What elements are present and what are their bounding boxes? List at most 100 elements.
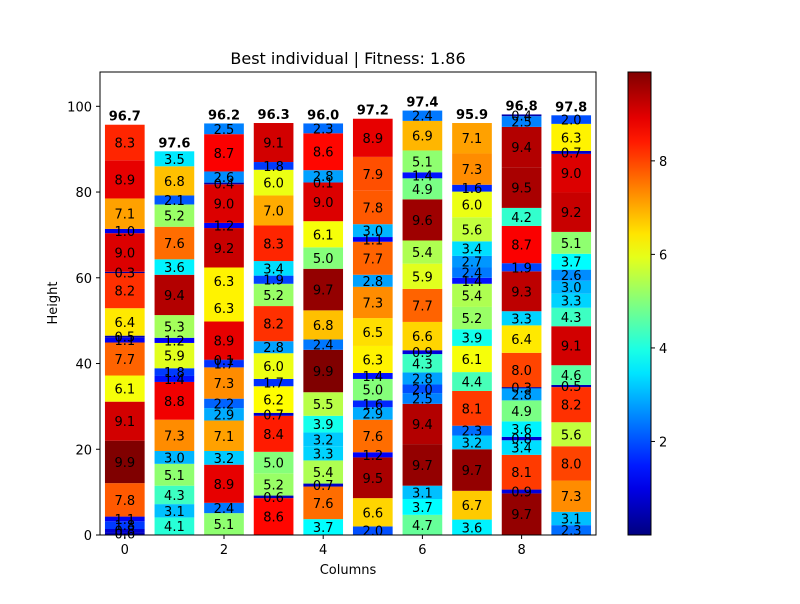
segment-label: 9.2 [214,242,235,257]
colorbar-tick-label: 2 [659,435,667,450]
segment-label: 5.5 [313,398,334,413]
segment-label: 3.6 [164,261,185,276]
segment-label: 5.6 [462,223,483,238]
segment-label: 4.1 [164,520,185,535]
segment-label: 9.0 [114,246,135,261]
colorbar-tick-label: 4 [659,342,667,357]
segment-label: 9.0 [313,196,334,211]
column-total-label: 97.8 [555,100,587,115]
segment-label: 1.1 [114,513,135,528]
segment-label: 5.4 [412,246,433,261]
segment-label: 8.4 [263,428,284,443]
segment-label: 2.0 [561,114,582,129]
segment-label: 8.0 [561,457,582,472]
segment-label: 8.2 [561,399,582,414]
column-total-label: 96.0 [307,108,339,123]
segment-label: 2.5 [214,123,235,138]
segment-label: 9.0 [561,167,582,182]
segment-label: 4.3 [561,311,582,326]
segment-label: 1.6 [462,182,483,197]
segment-label: 5.0 [362,384,383,399]
segment-label: 3.3 [561,295,582,310]
y-tick-label: 20 [75,443,92,458]
segment-label: 9.7 [511,508,532,523]
segment-label: 2.1 [164,194,185,209]
segment-label: 8.1 [462,402,483,417]
segment-label: 7.8 [114,494,135,509]
segment-label: 7.0 [263,204,284,219]
segment-label: 8.0 [511,364,532,379]
segment-label: 6.8 [313,319,334,334]
x-axis-label: Columns [320,563,377,578]
column-total-label: 96.3 [258,108,290,123]
segment-label: 9.7 [313,284,334,299]
segment-label: 7.6 [362,430,383,445]
segment-label: 5.0 [313,252,334,267]
segment-label: 3.7 [313,521,334,536]
segment-label: 8.3 [263,237,284,252]
segment-label: 6.0 [462,198,483,213]
segment-label: 3.9 [462,332,483,347]
x-tick-label: 6 [418,543,426,558]
segment-label: 7.6 [313,497,334,512]
segment-label: 0.7 [263,408,284,423]
segment-label: 8.9 [362,132,383,147]
segment-label: 2.8 [412,373,433,388]
segment-label: 9.6 [412,214,433,229]
segment-label: 7.7 [114,353,135,368]
segment-label: 3.3 [511,312,532,327]
segment-label: 8.6 [313,146,334,161]
segment-label: 8.7 [511,239,532,254]
bar-stack: 2.06.69.51.27.62.91.65.01.46.36.57.32.87… [353,104,393,540]
column-total-label: 95.9 [456,108,488,123]
segment-label: 5.2 [164,210,185,225]
segment-label: 9.5 [362,472,383,487]
segment-label: 9.4 [412,418,433,433]
segment-label: 1.4 [412,169,433,184]
segment-label: 3.1 [561,512,582,527]
segment-label: 0.9 [511,485,532,500]
segment-label: 2.0 [362,525,383,540]
segment-label: 7.3 [561,490,582,505]
segment-label: 5.2 [462,312,483,327]
segment-label: 7.3 [362,296,383,311]
segment-label: 1.7 [263,377,284,392]
segment-label: 5.1 [164,469,185,484]
colorbar-tick-label: 8 [659,155,667,170]
segment-label: 1.2 [214,219,235,234]
bar-stack: 8.60.65.25.08.40.76.21.76.02.88.25.21.93… [254,108,294,535]
segment-label: 5.3 [164,320,185,335]
y-axis-label: Height [46,282,61,325]
column-total-label: 97.2 [357,104,389,119]
segment-label: 7.3 [214,377,235,392]
segment-label: 8.3 [114,137,135,152]
segment-label: 6.6 [362,506,383,521]
segment-label: 3.4 [462,243,483,258]
y-tick-label: 100 [67,100,92,115]
segment-label: 9.2 [561,206,582,221]
segment-label: 3.0 [164,451,185,466]
segment-label: 8.9 [114,173,135,188]
column-total-label: 96.8 [506,99,538,114]
column-total-label: 96.2 [208,108,240,123]
segment-label: 9.3 [511,285,532,300]
bar-stack: 0.60.81.81.17.89.99.16.17.71.10.56.48.20… [105,110,145,543]
segment-label: 5.6 [561,428,582,443]
segment-label: 2.4 [412,110,433,125]
segment-label: 6.2 [263,394,284,409]
bar-stack: 3.66.79.73.22.38.14.46.13.95.25.41.42.42… [452,108,492,536]
x-tick-label: 0 [121,543,129,558]
segment-label: 5.9 [412,270,433,285]
x-tick-label: 2 [220,543,228,558]
segment-label: 0.9 [412,346,433,361]
segment-label: 5.2 [263,289,284,304]
segment-label: 6.8 [164,175,185,190]
segment-label: 3.1 [164,505,185,520]
segment-label: 6.1 [114,383,135,398]
column-total-label: 97.4 [406,96,438,111]
segment-label: 7.7 [362,252,383,267]
segment-label: 9.1 [114,415,135,430]
segment-label: 2.3 [462,425,483,440]
segment-label: 2.6 [561,269,582,284]
